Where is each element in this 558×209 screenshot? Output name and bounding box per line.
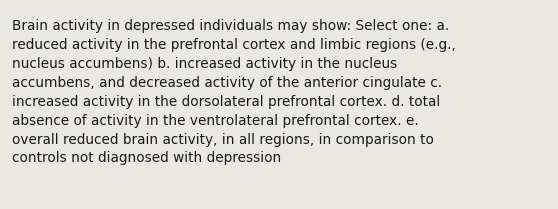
- Text: Brain activity in depressed individuals may show: Select one: a.
reduced activit: Brain activity in depressed individuals …: [12, 19, 456, 166]
